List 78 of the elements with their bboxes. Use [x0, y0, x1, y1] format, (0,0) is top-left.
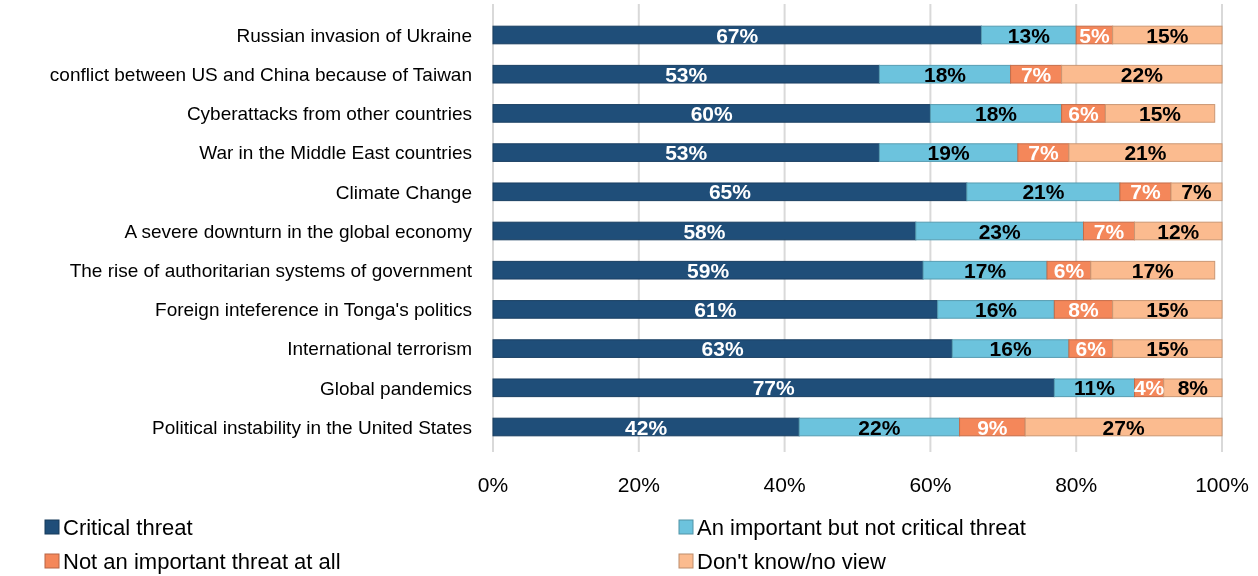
x-tick-label: 100%: [1195, 473, 1249, 496]
data-label: 15%: [1146, 297, 1189, 321]
data-label: 58%: [683, 219, 726, 243]
y-tick-label: conflict between US and China because of Taiwan: [49, 64, 472, 86]
bar: [492, 182, 968, 202]
y-tick-label: A severe downturn in the global economy: [124, 220, 473, 242]
y-tick-label: Political instability in the United States: [152, 416, 472, 438]
y-tick-label: Global pandemics: [319, 377, 472, 399]
legend-label: Critical threat: [63, 514, 193, 540]
y-tick-label: War in the Middle East countries: [199, 142, 472, 164]
data-label: 61%: [694, 297, 737, 321]
data-label: 17%: [964, 258, 1007, 282]
data-label: 22%: [858, 415, 901, 439]
data-label: 59%: [687, 258, 730, 282]
bar: [492, 417, 800, 437]
y-tick-label: Russian invasion of Ukraine: [236, 24, 472, 46]
data-label: 19%: [927, 141, 970, 165]
data-label: 6%: [1068, 101, 1099, 125]
data-label: 22%: [1120, 62, 1164, 86]
data-label: 7%: [1093, 219, 1125, 243]
legend-label: Not an important threat at all: [63, 548, 341, 574]
bar: [492, 300, 939, 319]
data-label: 42%: [625, 415, 668, 439]
data-label: 4%: [1133, 376, 1165, 400]
data-label: 67%: [716, 23, 759, 47]
data-label: 9%: [977, 415, 1008, 439]
data-label: 8%: [1177, 376, 1209, 400]
data-label: 6%: [1075, 337, 1107, 361]
bar: [492, 221, 917, 241]
x-tick-label: 80%: [1055, 473, 1098, 496]
data-label: 21%: [1124, 141, 1167, 165]
bar: [492, 378, 1055, 398]
data-label: 63%: [701, 337, 744, 361]
data-label: 23%: [978, 219, 1021, 243]
y-tick-label: Cyberattacks from other countries: [186, 103, 472, 125]
data-label: 15%: [1146, 23, 1189, 47]
legend-label: Don't know/no view: [697, 548, 886, 574]
data-label: 7%: [1130, 180, 1161, 204]
data-label: 7%: [1020, 62, 1052, 86]
bar: [1068, 143, 1223, 162]
x-tick-label: 40%: [763, 473, 806, 496]
y-tick-label: International terrorism: [287, 338, 472, 360]
y-tick-label: Foreign inteference in Tonga's politics: [155, 299, 472, 321]
data-label: 7%: [1028, 141, 1059, 165]
data-label: 16%: [974, 297, 1018, 321]
data-label: 6%: [1053, 258, 1085, 282]
y-tick-label: Climate Change: [335, 181, 472, 203]
data-label: 12%: [1157, 219, 1200, 243]
bar: [492, 339, 953, 358]
data-label: 27%: [1102, 415, 1145, 439]
legend-label: An important but not critical threat: [697, 514, 1026, 540]
data-label: 53%: [665, 141, 708, 165]
data-label: 65%: [708, 180, 752, 204]
bar: [492, 260, 924, 280]
data-label: 17%: [1131, 258, 1175, 282]
data-label: 15%: [1146, 337, 1189, 361]
data-label: 53%: [665, 62, 708, 86]
x-tick-label: 0%: [477, 473, 509, 496]
bar: [1061, 64, 1223, 84]
bar: [492, 25, 982, 45]
data-label: 60%: [690, 101, 734, 125]
y-tick-label: The rise of authoritarian systems of government: [69, 260, 473, 282]
data-label: 8%: [1068, 297, 1099, 321]
bar: [492, 104, 931, 123]
data-label: 77%: [752, 376, 796, 400]
x-tick-label: 20%: [617, 473, 660, 496]
data-label: 5%: [1079, 23, 1110, 47]
bar: [492, 143, 880, 162]
x-tick-label: 60%: [909, 473, 952, 496]
data-label: 13%: [1007, 23, 1051, 47]
data-label: 16%: [989, 337, 1032, 361]
data-label: 11%: [1073, 376, 1116, 400]
data-label: 7%: [1181, 180, 1212, 204]
data-label: 21%: [1022, 180, 1065, 204]
data-label: 18%: [974, 101, 1018, 125]
data-label: 15%: [1139, 101, 1182, 125]
data-label: 18%: [923, 62, 967, 86]
bar: [492, 64, 880, 84]
